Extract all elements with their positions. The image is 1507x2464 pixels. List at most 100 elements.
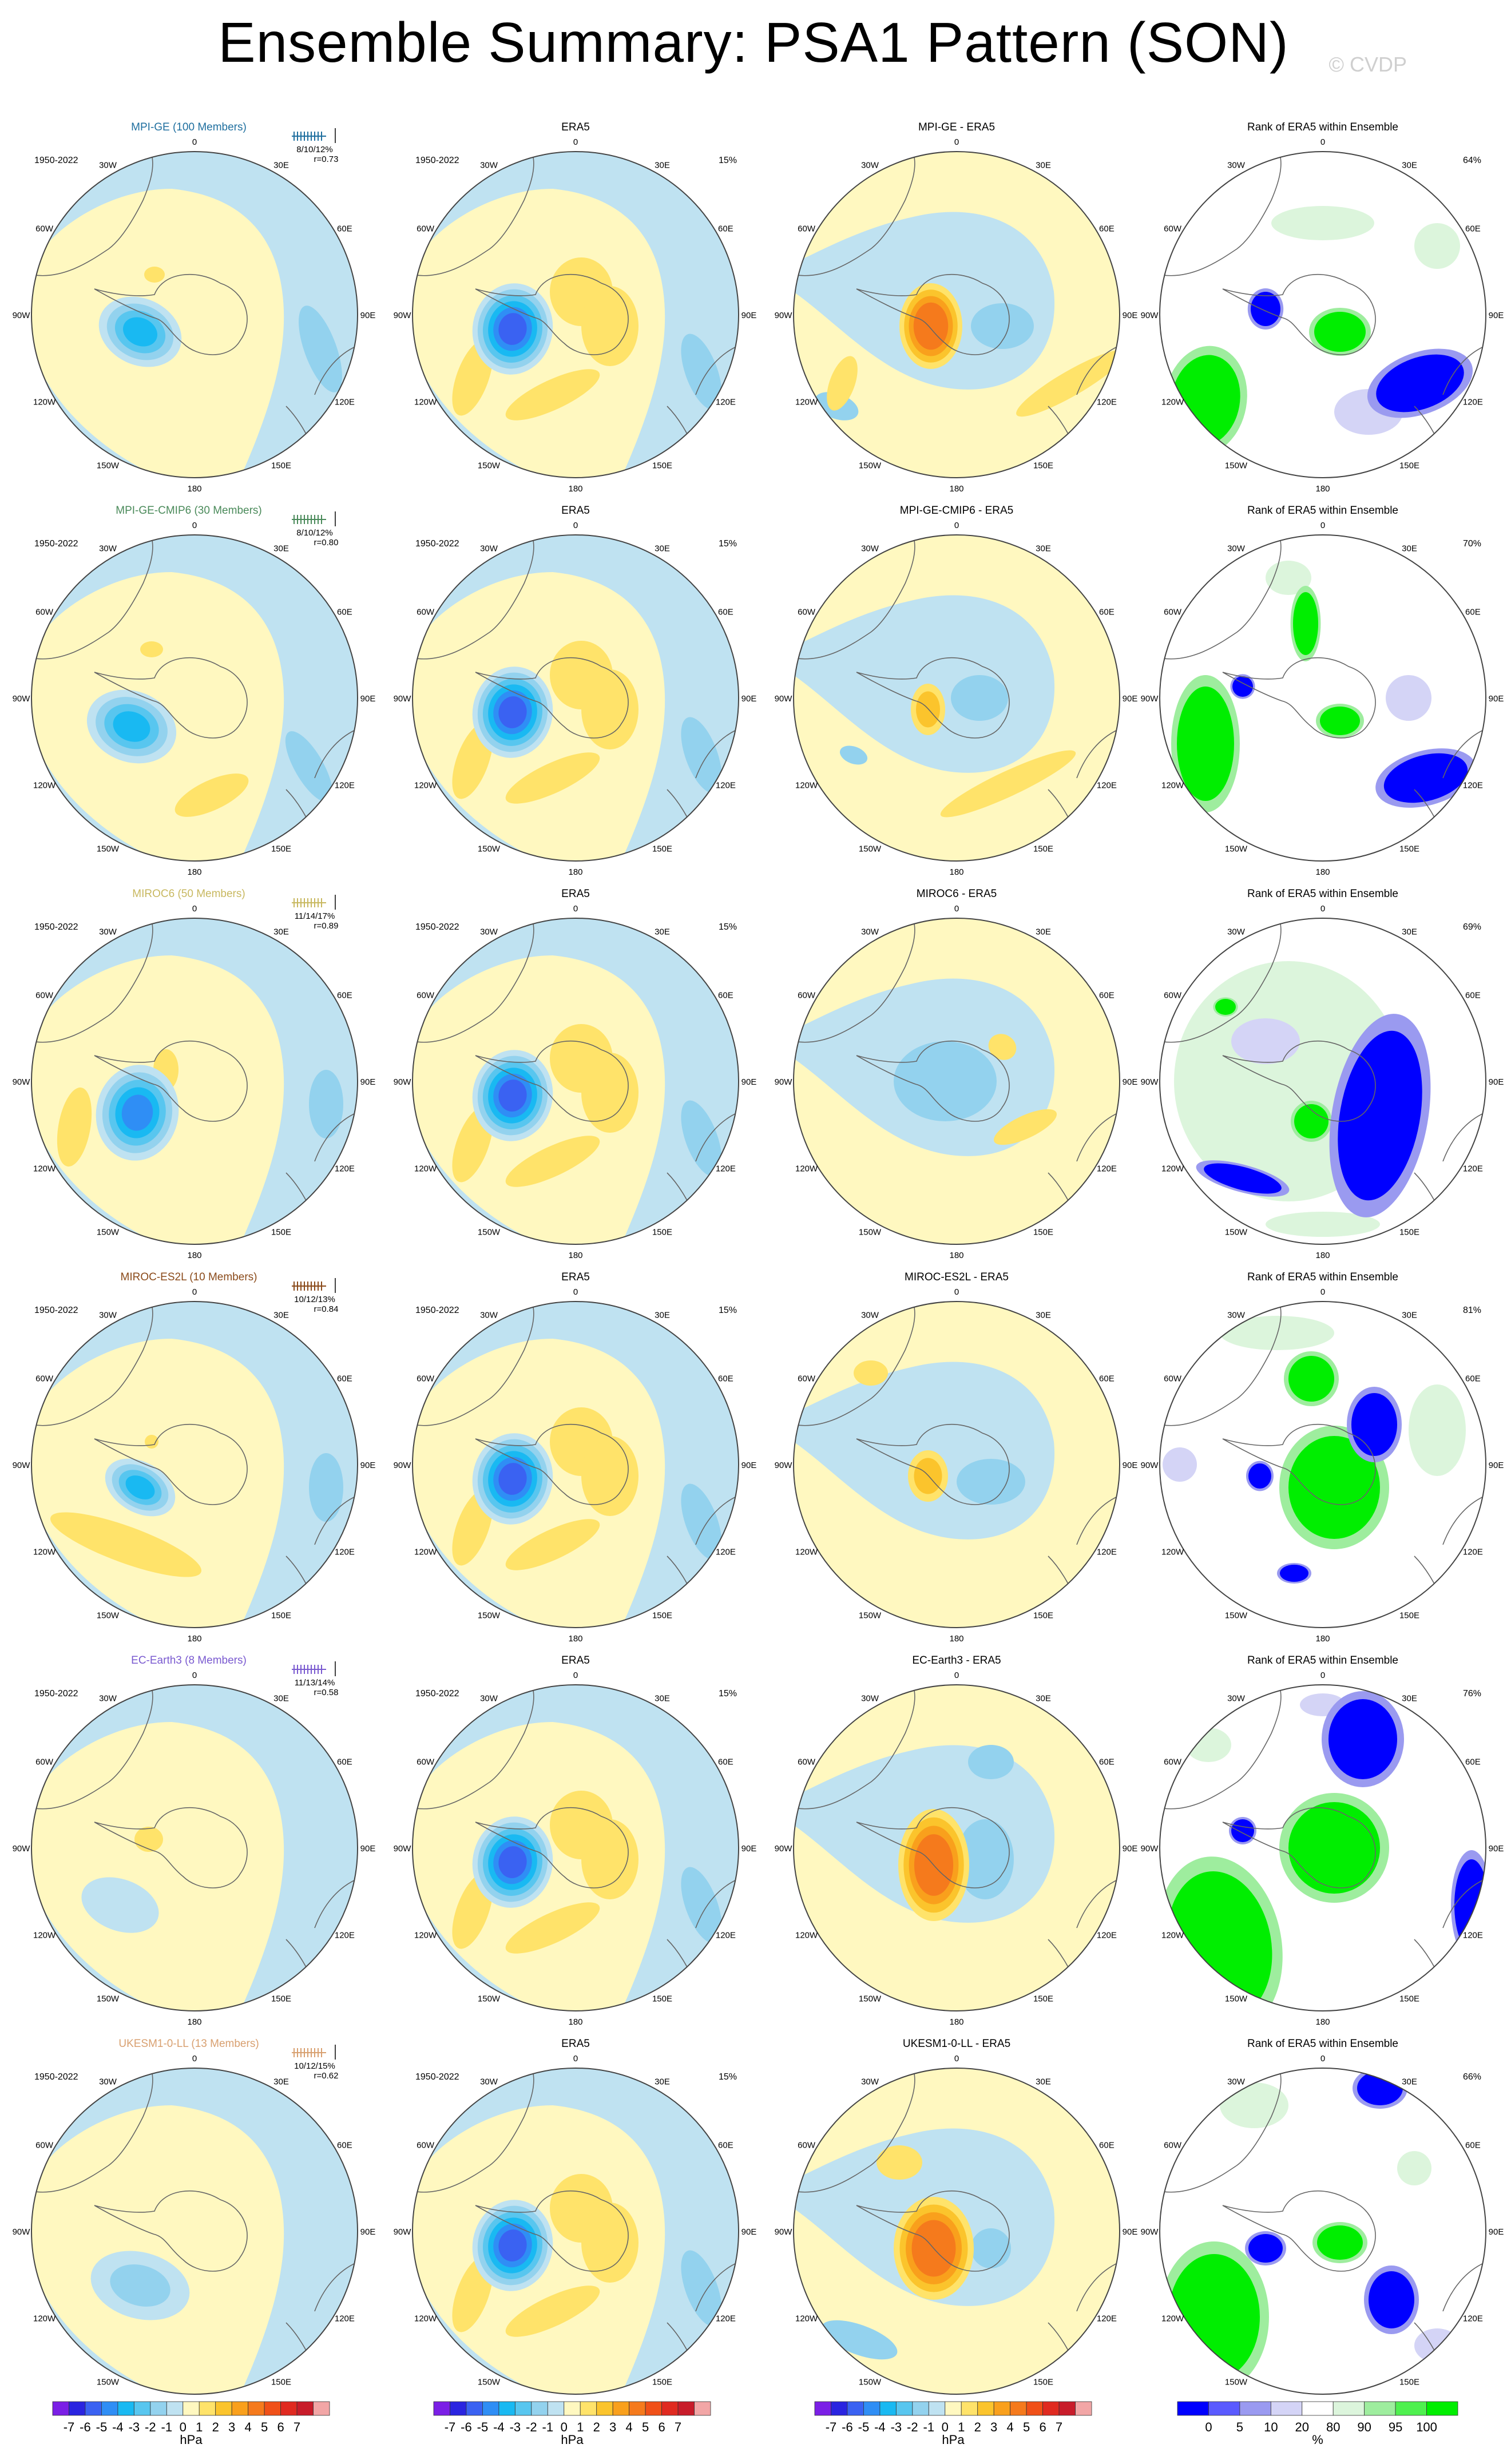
- meridian-label-150W: 150W: [478, 461, 501, 470]
- south-america-coastline: [794, 2070, 915, 2193]
- australia-coastline: [695, 346, 738, 395]
- meridian-label-180: 180: [187, 867, 201, 877]
- map-boundary: [412, 918, 739, 1245]
- rank-high-strong: [1288, 1802, 1380, 1894]
- meridian-label-0: 0: [1320, 1287, 1325, 1297]
- meridian-label-150W: 150W: [1225, 461, 1248, 470]
- meridian-label-150E: 150E: [271, 461, 291, 470]
- colorbar-swatch: [498, 2401, 515, 2416]
- variance-stats: 10/12/15%: [294, 2061, 335, 2071]
- high-center: [581, 286, 639, 366]
- low-center: [821, 2320, 898, 2360]
- meridian-label-30W: 30W: [480, 544, 498, 554]
- colorbar-swatch: [69, 2401, 86, 2416]
- low-center: [971, 2228, 1011, 2268]
- colorbar-tick-label: 6: [277, 2420, 284, 2434]
- colorbar-swatch: [1208, 2401, 1240, 2416]
- period-label: 1950-2022: [415, 1306, 459, 1315]
- meridian-label-150E: 150E: [271, 1610, 291, 1620]
- map-boundary: [1159, 1301, 1486, 1628]
- map-field: [31, 535, 358, 861]
- rank-high-strong: [1314, 312, 1366, 352]
- era5-panel: ERA5 1950-2022 15% 0 30E 60E 90E 120E 150E 180 150…: [394, 121, 757, 494]
- colorbar-swatch: [1042, 2401, 1060, 2416]
- colorbar-tick-label: -7: [826, 2420, 837, 2434]
- meridian-label-0: 0: [192, 904, 197, 914]
- model-panel: MPI-GE-CMIP6 (30 Members) 1950-2022 8/10/1…: [13, 505, 376, 877]
- colorbar-tick-label: 3: [990, 2420, 997, 2434]
- colorbar-swatch: [433, 2401, 450, 2416]
- meridian-label-90E: 90E: [1123, 694, 1138, 704]
- meridian-label-0: 0: [1320, 137, 1325, 147]
- low-center: [681, 717, 722, 793]
- colorbar-tick-label: -6: [842, 2420, 853, 2434]
- map-boundary: [793, 918, 1120, 1245]
- low-center: [894, 1041, 997, 1121]
- map-field: [413, 1685, 739, 2011]
- rank-panel: Rank of ERA5 within Ensemble 76% 0 30E 60E 90…: [1141, 1654, 1504, 2027]
- map-field: [794, 1685, 1120, 2011]
- meridian-label-30E: 30E: [1036, 927, 1051, 937]
- colorbar-swatch: [694, 2401, 711, 2416]
- meridian-label-30E: 30E: [1036, 1694, 1051, 1704]
- colorbar-tick-label: 5: [1023, 2420, 1030, 2434]
- meridian-label-60E: 60E: [1099, 991, 1115, 1001]
- difference-title: MIROC-ES2L - ERA5: [905, 1271, 1009, 1283]
- map-field: [1160, 2068, 1486, 2394]
- meridian-label-120W: 120W: [795, 1164, 818, 1174]
- meridian-label-0: 0: [954, 137, 959, 147]
- colorbar-tick-label: 10: [1264, 2420, 1278, 2434]
- colorbar-tick-label: -6: [461, 2420, 472, 2434]
- rank-high-light: [1271, 206, 1374, 240]
- colorbar-unit: hPa: [561, 2433, 584, 2447]
- meridian-label-90E: 90E: [741, 1077, 757, 1087]
- colorbar-tick-label: 2: [974, 2420, 981, 2434]
- negative-anomaly-region: [413, 535, 739, 861]
- map-boundary: [412, 151, 739, 478]
- rank-low-strong: [1369, 2271, 1414, 2328]
- meridian-label-180: 180: [187, 484, 201, 494]
- meridian-label-90W: 90W: [775, 311, 793, 320]
- model-title: MPI-GE-CMIP6 (30 Members): [116, 505, 261, 517]
- meridian-label-90E: 90E: [1123, 1844, 1138, 1854]
- meridian-label-90W: 90W: [1141, 694, 1159, 704]
- rank-low-strong: [1204, 1163, 1282, 1194]
- high-center: [145, 1435, 158, 1449]
- meridian-label-60E: 60E: [718, 224, 733, 234]
- meridian-label-60E: 60E: [1465, 991, 1481, 1001]
- meridian-label-120W: 120W: [33, 398, 56, 407]
- meridian-label-30W: 30W: [1227, 2077, 1246, 2087]
- high-center: [877, 2145, 922, 2180]
- antarctica-coastline: [475, 2190, 629, 2272]
- negative-anomaly-region: [413, 918, 739, 1244]
- period-label: 1950-2022: [415, 922, 459, 932]
- map-boundary: [793, 534, 1120, 862]
- rank-colorbar: 0 5 10 20 80 90 95 100%: [1177, 2401, 1458, 2447]
- colorbar-swatch: [264, 2401, 281, 2416]
- colorbar-swatch: [313, 2401, 330, 2416]
- map-field: [794, 1302, 1120, 1628]
- meridian-label-60E: 60E: [337, 1374, 352, 1384]
- colorbar-swatch: [1332, 2401, 1365, 2416]
- australia-coastline: [695, 729, 738, 779]
- meridian-label-90W: 90W: [13, 311, 31, 320]
- era5-title: ERA5: [561, 1654, 590, 1667]
- meridian-label-180: 180: [187, 1634, 201, 1644]
- variance-stats: 8/10/12%: [296, 528, 332, 538]
- colorbar-swatch: [961, 2401, 978, 2416]
- antarctica-coastline: [475, 273, 629, 355]
- high-center: [144, 267, 165, 283]
- meridian-label-30W: 30W: [480, 2077, 498, 2087]
- panel-row-2: MPI-GE-CMIP6 (30 Members) 1950-2022 8/10/1…: [13, 505, 1504, 877]
- meridian-label-60W: 60W: [798, 608, 816, 617]
- map-field: [413, 1302, 739, 1628]
- rank-high-strong: [1317, 2225, 1363, 2260]
- meridian-label-150W: 150W: [1225, 1994, 1248, 2003]
- rank-low-strong: [1351, 1393, 1397, 1456]
- difference-panel: MIROC6 - ERA5 0 30E 60E 90E 120E 150E 180 150W 12…: [775, 888, 1138, 1260]
- model-title: MIROC6 (50 Members): [132, 888, 245, 900]
- antarctica-coastline: [94, 2190, 248, 2272]
- colorbar-swatch: [945, 2401, 962, 2416]
- meridian-label-90W: 90W: [13, 1461, 31, 1470]
- colorbar-swatch: [1058, 2401, 1076, 2416]
